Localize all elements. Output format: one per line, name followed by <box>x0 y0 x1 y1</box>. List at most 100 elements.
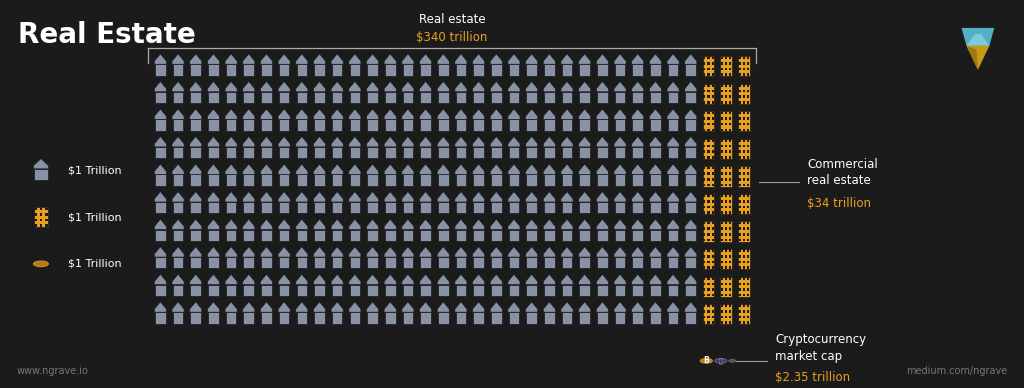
Polygon shape <box>384 109 396 120</box>
FancyBboxPatch shape <box>738 68 740 70</box>
Polygon shape <box>667 192 679 202</box>
FancyBboxPatch shape <box>712 321 714 324</box>
FancyBboxPatch shape <box>725 90 727 92</box>
FancyBboxPatch shape <box>314 175 325 186</box>
Circle shape <box>700 359 713 363</box>
Polygon shape <box>172 137 184 147</box>
Polygon shape <box>420 137 432 147</box>
FancyBboxPatch shape <box>279 312 290 324</box>
Polygon shape <box>296 81 308 92</box>
FancyBboxPatch shape <box>208 175 219 186</box>
FancyBboxPatch shape <box>742 172 744 175</box>
FancyBboxPatch shape <box>738 211 740 214</box>
Polygon shape <box>225 247 238 257</box>
FancyBboxPatch shape <box>155 285 166 296</box>
FancyBboxPatch shape <box>703 90 706 92</box>
FancyBboxPatch shape <box>725 249 727 252</box>
FancyBboxPatch shape <box>526 120 537 131</box>
FancyBboxPatch shape <box>580 64 590 76</box>
FancyBboxPatch shape <box>526 257 537 268</box>
Polygon shape <box>296 219 308 230</box>
FancyBboxPatch shape <box>226 202 237 213</box>
Text: Cryptocurrency: Cryptocurrency <box>775 333 866 346</box>
Polygon shape <box>349 164 360 175</box>
FancyBboxPatch shape <box>562 257 572 268</box>
FancyBboxPatch shape <box>712 288 714 291</box>
FancyBboxPatch shape <box>708 156 710 159</box>
Polygon shape <box>437 247 450 257</box>
FancyBboxPatch shape <box>742 90 744 92</box>
FancyBboxPatch shape <box>509 64 519 76</box>
FancyBboxPatch shape <box>712 123 714 125</box>
Polygon shape <box>508 137 520 147</box>
Polygon shape <box>260 54 272 64</box>
Polygon shape <box>189 81 202 92</box>
FancyBboxPatch shape <box>742 310 744 313</box>
FancyBboxPatch shape <box>746 68 750 70</box>
FancyBboxPatch shape <box>729 200 731 203</box>
FancyBboxPatch shape <box>562 120 572 131</box>
Polygon shape <box>649 81 662 92</box>
Polygon shape <box>649 54 662 64</box>
Polygon shape <box>455 164 467 175</box>
Polygon shape <box>331 137 343 147</box>
FancyBboxPatch shape <box>729 184 731 186</box>
FancyBboxPatch shape <box>746 62 750 65</box>
Polygon shape <box>490 192 503 202</box>
Polygon shape <box>313 192 326 202</box>
FancyBboxPatch shape <box>746 233 750 236</box>
Polygon shape <box>296 302 308 312</box>
FancyBboxPatch shape <box>402 257 414 268</box>
Text: $340 trillion: $340 trillion <box>417 31 487 44</box>
FancyBboxPatch shape <box>420 312 431 324</box>
FancyBboxPatch shape <box>708 68 710 70</box>
FancyBboxPatch shape <box>729 145 731 147</box>
Polygon shape <box>331 164 343 175</box>
FancyBboxPatch shape <box>208 285 219 296</box>
Polygon shape <box>472 81 484 92</box>
FancyBboxPatch shape <box>721 184 723 186</box>
FancyBboxPatch shape <box>703 249 706 252</box>
Polygon shape <box>525 137 538 147</box>
Polygon shape <box>349 274 360 285</box>
FancyBboxPatch shape <box>721 277 723 279</box>
FancyBboxPatch shape <box>580 120 590 131</box>
Polygon shape <box>367 164 379 175</box>
Polygon shape <box>260 247 272 257</box>
Polygon shape <box>420 219 432 230</box>
FancyBboxPatch shape <box>742 123 744 125</box>
FancyBboxPatch shape <box>708 305 710 307</box>
Polygon shape <box>561 247 573 257</box>
FancyBboxPatch shape <box>712 156 714 159</box>
FancyBboxPatch shape <box>738 239 740 241</box>
FancyBboxPatch shape <box>244 312 254 324</box>
Polygon shape <box>614 109 626 120</box>
FancyBboxPatch shape <box>633 312 643 324</box>
FancyBboxPatch shape <box>712 145 714 147</box>
Polygon shape <box>508 54 520 64</box>
FancyBboxPatch shape <box>155 312 166 324</box>
FancyBboxPatch shape <box>712 194 714 197</box>
Polygon shape <box>632 109 644 120</box>
Polygon shape <box>490 137 503 147</box>
FancyBboxPatch shape <box>385 175 395 186</box>
FancyBboxPatch shape <box>633 120 643 131</box>
FancyBboxPatch shape <box>742 194 744 197</box>
FancyBboxPatch shape <box>729 123 731 125</box>
Polygon shape <box>208 302 219 312</box>
FancyBboxPatch shape <box>226 92 237 103</box>
Polygon shape <box>225 274 238 285</box>
FancyBboxPatch shape <box>349 120 360 131</box>
FancyBboxPatch shape <box>349 175 360 186</box>
Polygon shape <box>296 274 308 285</box>
FancyBboxPatch shape <box>685 175 696 186</box>
FancyBboxPatch shape <box>708 282 710 285</box>
Polygon shape <box>367 54 379 64</box>
FancyBboxPatch shape <box>261 257 271 268</box>
Polygon shape <box>401 81 414 92</box>
FancyBboxPatch shape <box>708 112 710 114</box>
FancyBboxPatch shape <box>712 233 714 236</box>
FancyBboxPatch shape <box>526 147 537 158</box>
FancyBboxPatch shape <box>729 95 731 98</box>
FancyBboxPatch shape <box>729 101 731 104</box>
